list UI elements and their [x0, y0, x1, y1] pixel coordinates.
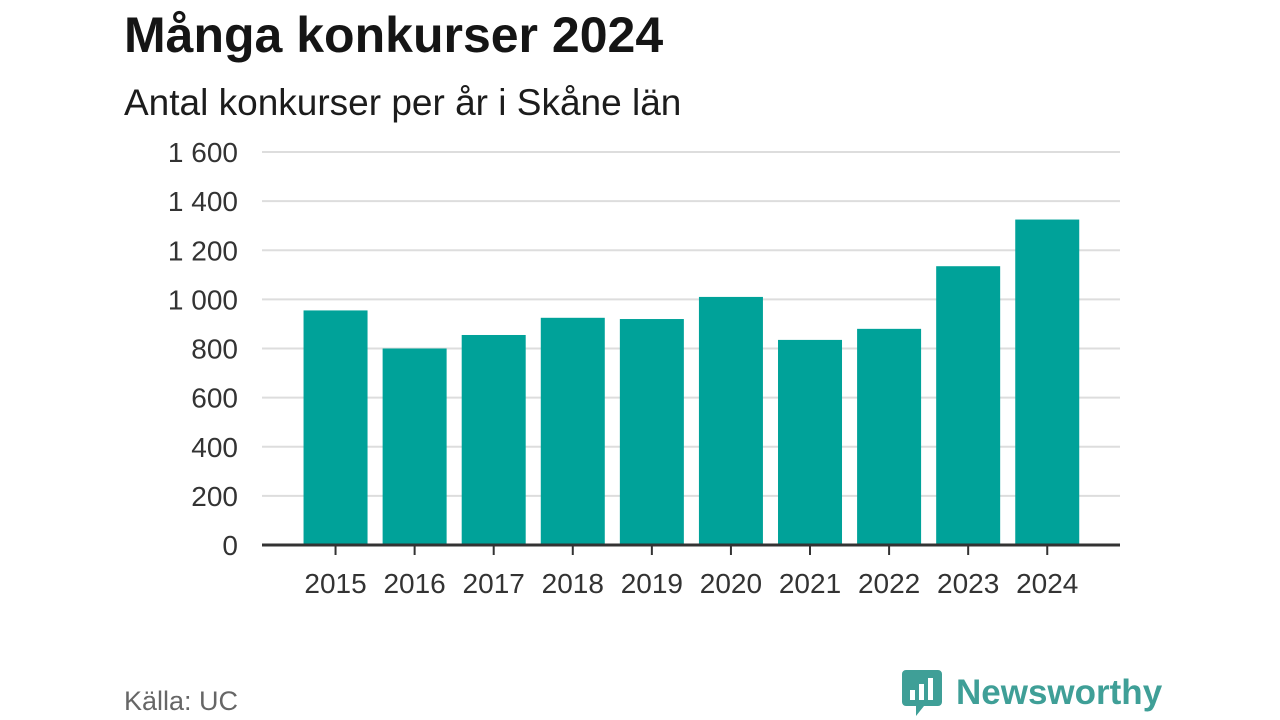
newsworthy-logo-icon: [902, 670, 942, 716]
bar-2021: [778, 339, 843, 545]
bar-2024: [1015, 219, 1080, 545]
x-tick-label: 2018: [542, 568, 604, 599]
y-tick-label: 1 200: [168, 235, 238, 266]
y-tick-label: 200: [191, 481, 238, 512]
y-tick-label: 600: [191, 383, 238, 414]
x-tick-label: 2023: [937, 568, 999, 599]
x-tick-label: 2016: [383, 568, 445, 599]
y-tick-label: 800: [191, 334, 238, 365]
y-tick-label: 400: [191, 432, 238, 463]
x-tick-label: 2021: [779, 568, 841, 599]
x-axis-ticks: 2015 2016 2017 2018 2019 2020 2021 2022 2023 2024: [304, 545, 1078, 599]
brand-logo: Newsworthy: [902, 670, 1162, 716]
bar-2020: [698, 296, 763, 545]
bar-2015: [303, 310, 368, 545]
bar-2022: [857, 328, 922, 545]
chart-subtitle: Antal konkurser per år i Skåne län: [124, 82, 682, 123]
x-tick-label: 2019: [621, 568, 683, 599]
source-note: Källa: UC: [124, 686, 239, 716]
x-tick-label: 2015: [304, 568, 366, 599]
x-tick-label: 2017: [463, 568, 525, 599]
y-axis-ticks: 0 200 400 600 800 1 000 1 200 1 400 1 600: [168, 137, 238, 561]
y-tick-label: 1 400: [168, 186, 238, 217]
y-tick-label: 1 600: [168, 137, 238, 168]
bar-2023: [936, 266, 1001, 545]
brand-name: Newsworthy: [956, 673, 1163, 712]
bar-2017: [461, 334, 526, 545]
bar-2018: [540, 317, 605, 545]
bar-2016: [382, 348, 447, 545]
y-tick-label: 0: [222, 530, 238, 561]
bars: [303, 219, 1080, 545]
x-tick-label: 2020: [700, 568, 762, 599]
bar-2019: [619, 319, 684, 545]
chart-title: Många konkurser 2024: [124, 7, 664, 63]
x-tick-label: 2022: [858, 568, 920, 599]
x-tick-label: 2024: [1016, 568, 1078, 599]
y-tick-label: 1 000: [168, 284, 238, 315]
